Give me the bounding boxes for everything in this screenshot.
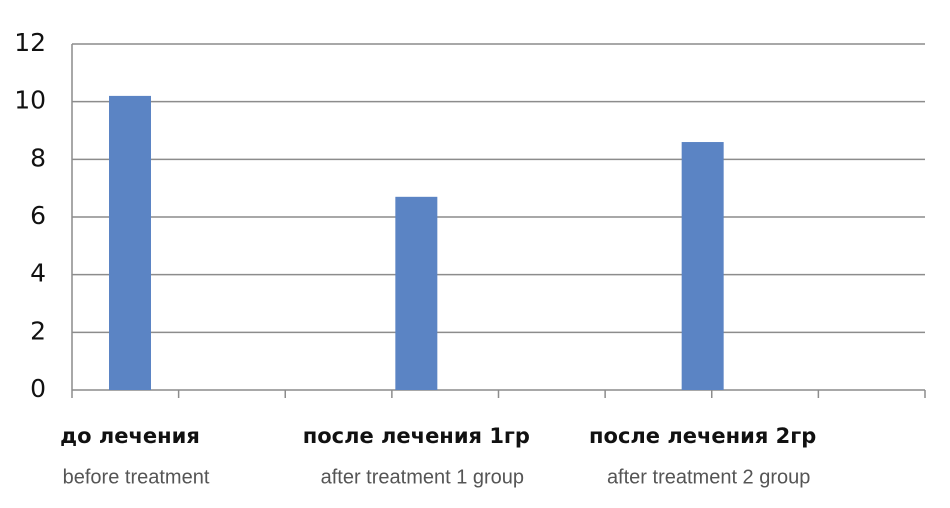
- y-tick-label: 6: [30, 201, 46, 230]
- y-tick-label: 0: [30, 374, 46, 403]
- y-tick-label: 4: [30, 259, 46, 288]
- bar: [109, 95, 151, 391]
- y-tick-label: 12: [14, 28, 46, 57]
- y-tick-label: 10: [14, 86, 46, 115]
- x-tick-label-en: before treatment: [63, 466, 210, 488]
- y-tick-label: 2: [30, 316, 46, 345]
- x-tick-label-en: after treatment 1 group: [321, 466, 524, 488]
- x-tick-label: до лечения: [60, 424, 200, 448]
- y-tick-label: 8: [30, 143, 46, 172]
- x-tick-label: после лечения 2гр: [589, 424, 816, 448]
- bar: [395, 196, 438, 390]
- bar: [681, 142, 724, 390]
- x-tick-label-en: after treatment 2 group: [607, 466, 810, 488]
- x-tick-label: после лечения 1гр: [303, 424, 530, 448]
